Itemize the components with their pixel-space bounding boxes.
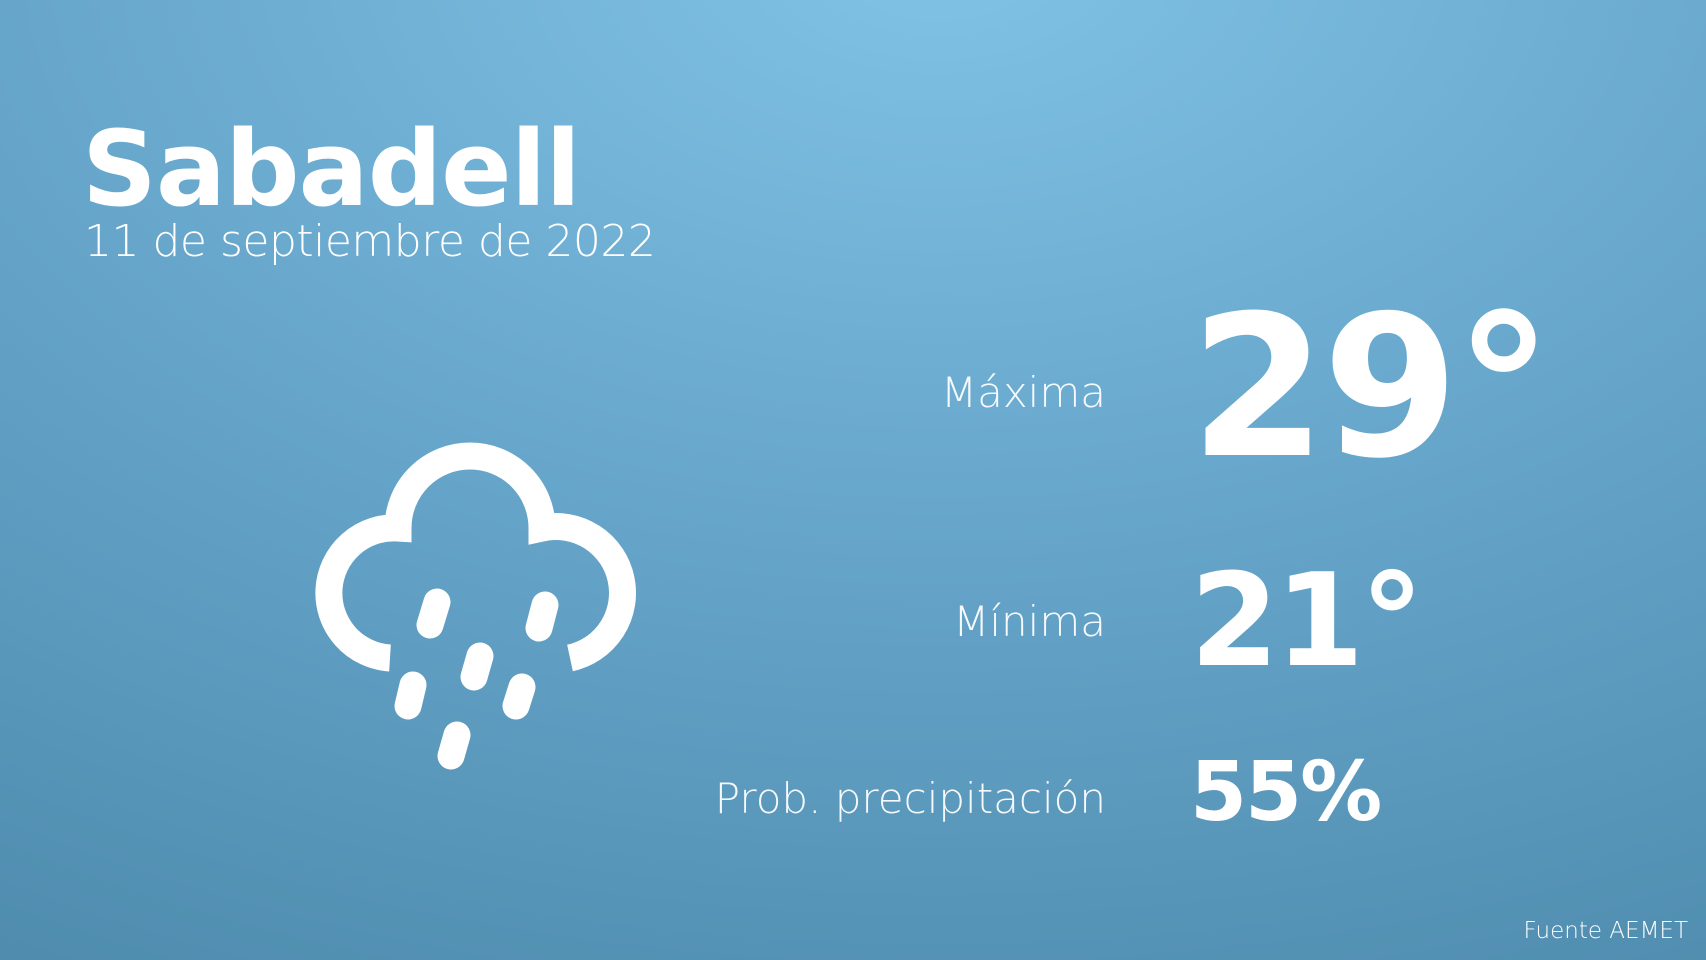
source-credit: Fuente AEMET bbox=[1523, 918, 1688, 944]
min-temp-label: Mínima bbox=[953, 597, 1106, 646]
max-temp-label: Máxima bbox=[940, 368, 1106, 417]
city-title: Sabadell bbox=[82, 108, 581, 230]
precipitation-value: 55% bbox=[1190, 745, 1382, 840]
cloud-outline bbox=[315, 442, 636, 672]
raindrop bbox=[525, 591, 559, 642]
raindrop bbox=[502, 673, 536, 720]
precipitation-label: Prob. precipitación bbox=[714, 774, 1106, 823]
raindrop bbox=[416, 588, 451, 639]
forecast-date: 11 de septiembre de 2022 bbox=[84, 216, 656, 267]
raindrop bbox=[460, 642, 494, 691]
min-temp-value: 21° bbox=[1190, 547, 1424, 696]
raindrop bbox=[437, 721, 471, 770]
max-temp-value: 29° bbox=[1190, 274, 1553, 502]
raindrop bbox=[394, 671, 427, 720]
cloud-rain-icon bbox=[315, 442, 636, 770]
